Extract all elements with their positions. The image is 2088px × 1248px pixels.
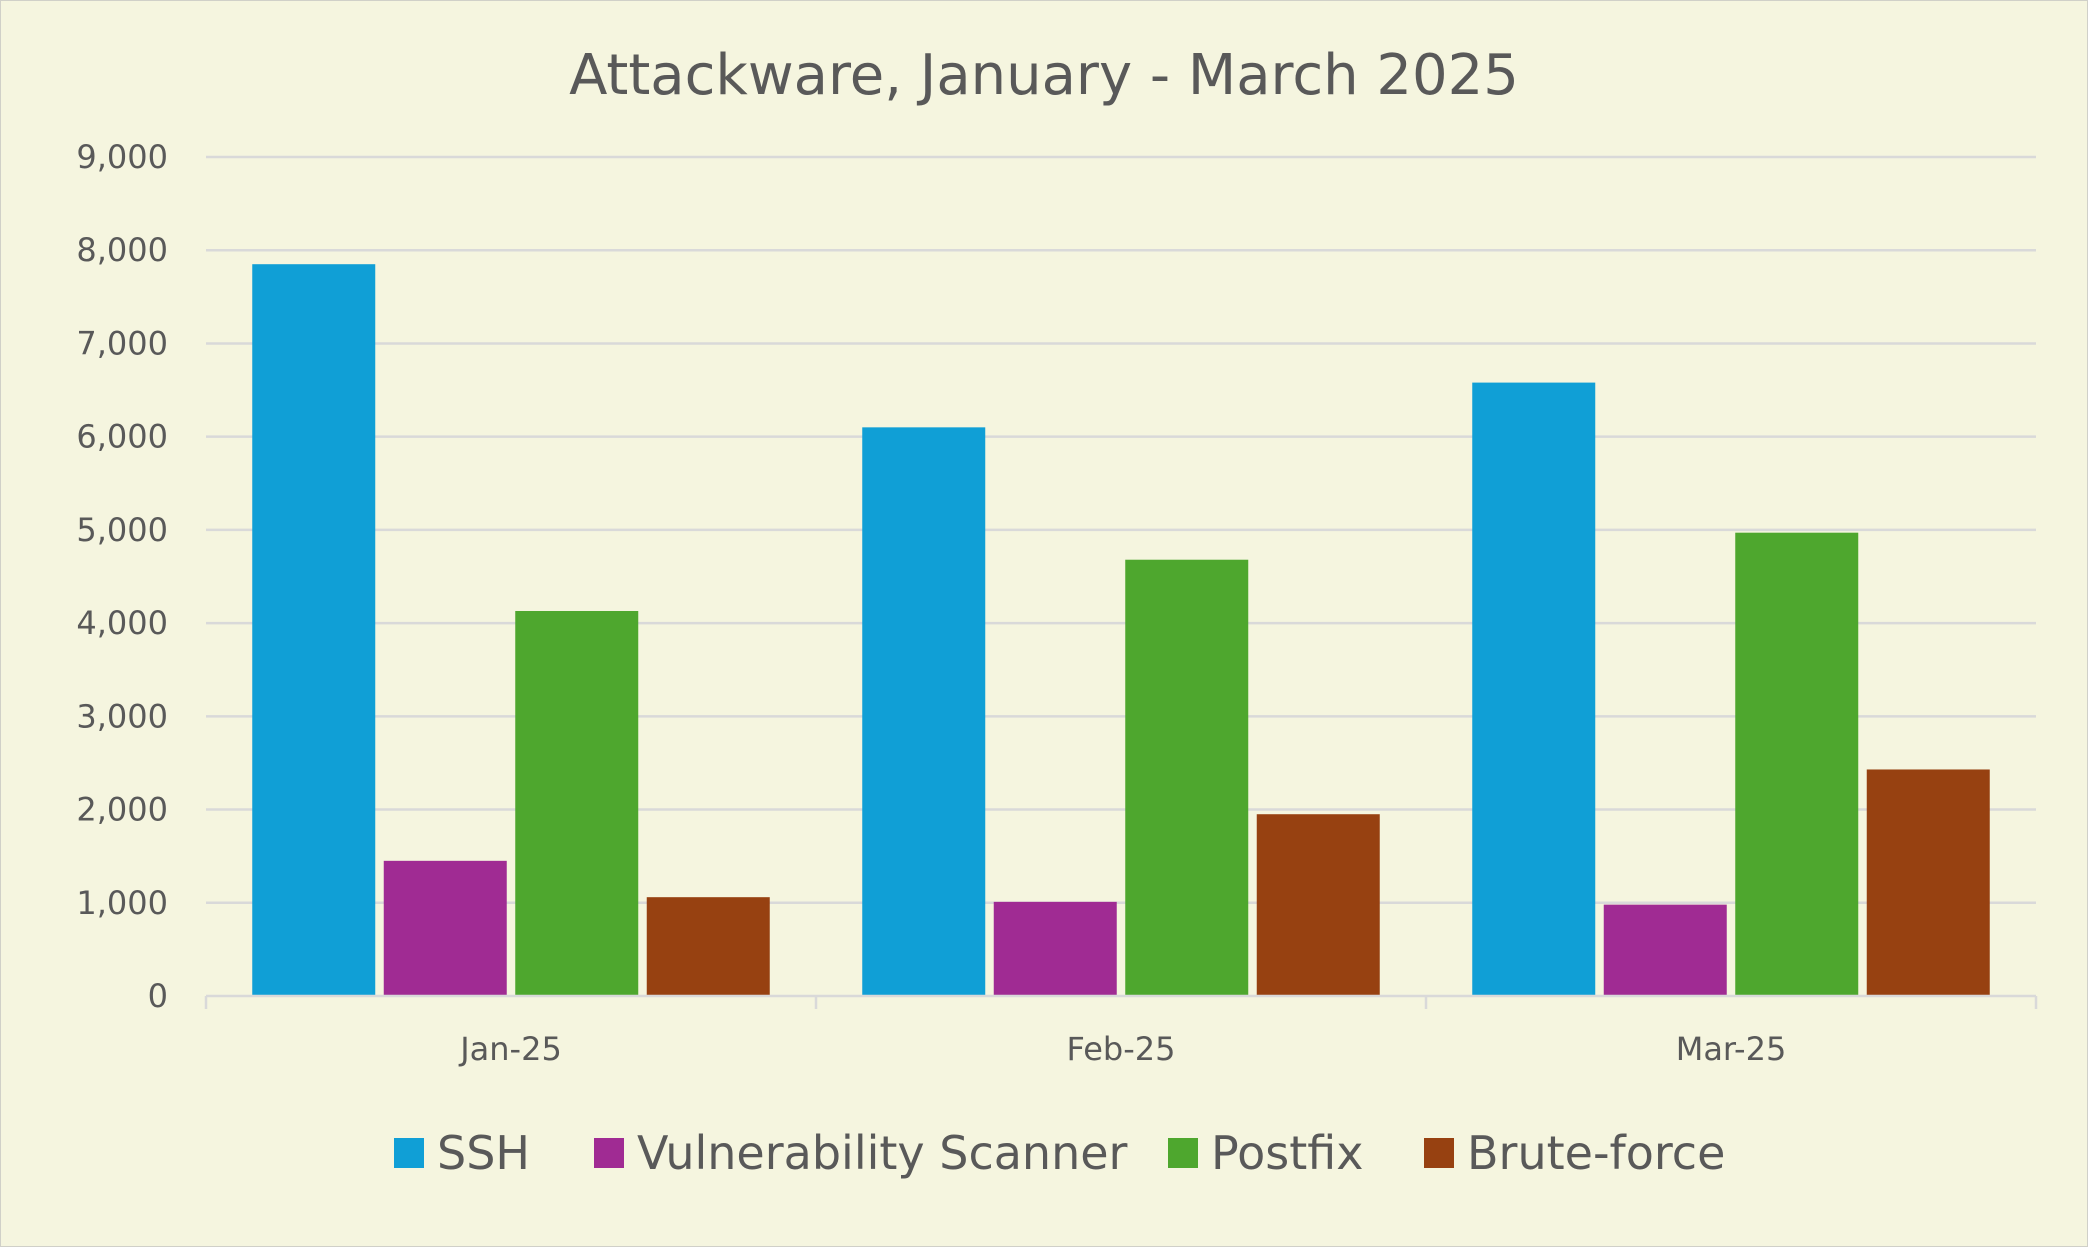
bar-ssh-feb-25 <box>862 427 986 996</box>
legend-swatch <box>1168 1138 1198 1168</box>
y-tick-label: 0 <box>148 977 168 1015</box>
gridlines <box>206 155 2036 905</box>
y-axis-tick-labels: 0 1,000 2,000 3,000 4,000 5,000 6,000 7,000 8,00… <box>76 138 168 1015</box>
legend-label: Brute-force <box>1467 1126 1725 1180</box>
bar-vulnerability-scanner-jan-25 <box>383 860 507 996</box>
y-tick-label: 5,000 <box>76 511 168 549</box>
y-tick-label: 6,000 <box>76 418 168 456</box>
legend-swatch <box>394 1138 424 1168</box>
bar-vulnerability-scanner-feb-25 <box>993 901 1117 996</box>
legend-swatch <box>1424 1138 1454 1168</box>
y-tick-label: 3,000 <box>76 697 168 735</box>
legend: SSH Vulnerability Scanner Postfix Brute-for… <box>394 1126 1725 1180</box>
bar-brute-force-mar-25 <box>1866 769 1990 996</box>
legend-label: Vulnerability Scanner <box>637 1126 1128 1180</box>
legend-swatch <box>594 1138 624 1168</box>
bar-ssh-mar-25 <box>1472 382 1596 996</box>
x-tick-label: Jan-25 <box>458 1030 562 1068</box>
y-tick-label: 1,000 <box>76 884 168 922</box>
chart-title: Attackware, January - March 2025 <box>569 43 1519 108</box>
bar-postfix-feb-25 <box>1125 559 1249 996</box>
x-tick-label: Feb-25 <box>1067 1030 1176 1068</box>
bar-vulnerability-scanner-mar-25 <box>1603 904 1727 996</box>
bar-brute-force-jan-25 <box>646 897 770 996</box>
y-tick-label: 8,000 <box>76 231 168 269</box>
bar-postfix-jan-25 <box>515 610 639 996</box>
y-tick-label: 2,000 <box>76 791 168 829</box>
y-tick-label: 7,000 <box>76 324 168 362</box>
x-axis-tick-labels: Jan-25 Feb-25 Mar-25 <box>458 1030 1786 1068</box>
bar-ssh-jan-25 <box>252 264 376 996</box>
legend-label: SSH <box>437 1126 530 1180</box>
y-tick-label: 4,000 <box>76 604 168 642</box>
bar-brute-force-feb-25 <box>1256 814 1380 996</box>
x-axis <box>204 994 2038 1009</box>
bar-postfix-mar-25 <box>1735 532 1859 996</box>
y-tick-label: 9,000 <box>76 138 168 176</box>
bars <box>252 264 1990 996</box>
x-tick-label: Mar-25 <box>1676 1030 1787 1068</box>
legend-label: Postfix <box>1211 1126 1363 1180</box>
